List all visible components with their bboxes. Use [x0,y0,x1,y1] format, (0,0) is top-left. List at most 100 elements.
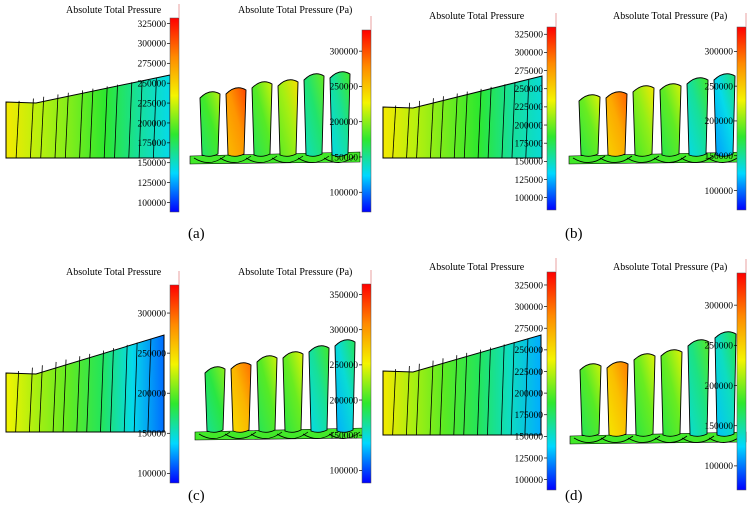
meridional-blade-edge [29,98,34,159]
meridional-passage [382,334,542,436]
blade-5 [303,73,325,157]
colorbar-tick-label: 100000 [138,470,167,480]
colorbar-tick-label: 225000 [515,368,544,378]
panel-d-blade-row-view [569,331,747,445]
meridional-blade-edge [147,339,152,433]
colorbar-tick-label: 225000 [515,103,544,113]
colorbar-tick-label: 200000 [705,117,734,127]
blade-platform [600,435,634,443]
panel-a-right-colorbar: 300000 250000 200000 150000 100000 [330,16,372,213]
colorbar-tick-label: 100000 [330,189,359,199]
blade-platform [681,435,715,443]
panel-d-graphic: 325000 300000 275000 250000 225000 200000 1750… [382,258,747,491]
blade-6 [329,71,351,157]
meridional-blade-edge [524,338,529,436]
panel-a-meridional-view [5,74,171,159]
colorbar-tick-label: 175000 [138,139,167,149]
meridional-blade-edge [406,102,410,159]
blade-platform [653,155,687,163]
panel-d-left-colorbar: 325000 300000 275000 250000 225000 200000 1750… [515,258,557,491]
blade-platform [276,431,309,439]
meridional-blade-edge [440,96,444,159]
blade-3 [251,81,273,157]
panel-b-right-colorbar: 300000 250000 200000 150000 100000 [705,13,747,211]
meridional-blade-edge [100,350,104,433]
blade-2 [605,91,628,157]
colorbar-tick-label: 100000 [705,187,734,197]
blade-2 [606,361,629,437]
panel-a-left-title: Absolute Total Pressure [66,5,162,16]
panel-d-right-colorbar: 300000 250000 200000 150000 100000 [705,259,747,491]
panel-b: 325000 300000 275000 250000 225000 200000 1750… [375,0,750,260]
blade-platform [572,155,606,163]
colorbar-right-strip [361,29,372,213]
meridional-blade-edge [511,82,516,159]
blade-5 [687,339,710,437]
colorbar-right-strip [736,26,747,211]
meridional-blade-edge [64,92,69,159]
meridional-blade-edge [76,356,81,433]
colorbar-tick-label: 100000 [330,467,359,477]
meridional-blade-edge [463,352,468,436]
panel-c-right-title: Absolute Total Pressure (Pa) [238,267,352,278]
colorbar-tick-label: 225000 [138,99,167,109]
blade-5 [308,345,330,433]
colorbar-tick-label: 250000 [138,79,167,89]
blade-platform [654,435,688,443]
colorbar-tick-label: 250000 [705,82,734,92]
colorbar-tick-label: 125000 [138,179,167,189]
meridional-blade-edge [133,342,138,433]
panel-b-blade-row-view [568,73,746,165]
colorbar-tick-label: 325000 [515,31,544,41]
panel-b-meridional-view [382,75,543,159]
panel-a-graphic: 325000 300000 275000 250000 225000 200000 1750… [5,4,372,213]
colorbar-tick-label: 200000 [705,382,734,392]
colorbar-tick-label: 300000 [705,48,734,58]
panel-b-left-title: Absolute Total Pressure [429,11,525,22]
colorbar-left-strip [169,17,180,213]
blade-platform [599,155,633,163]
panel-a: 325000 300000 275000 250000 225000 200000 1750… [0,0,375,260]
blade-platform [627,435,661,443]
colorbar-tick-label: 100000 [138,199,167,209]
panel-c-meridional-view [5,334,165,433]
blade-platform [271,155,304,163]
meridional-blade-edge [487,347,491,436]
blade-platform [573,435,607,443]
colorbar-tick-label: 325000 [515,281,544,291]
blade-4 [660,349,683,437]
colorbar-tick-label: 200000 [515,121,544,131]
colorbar-tick-label: 275000 [138,60,167,70]
colorbar-tick-label: 300000 [515,303,544,313]
meridional-blade-edge [487,86,492,159]
colorbar-right-strip [361,283,372,484]
colorbar-tick-label: 250000 [515,85,544,95]
blade-platform [193,155,226,163]
meridional-blade-edge [152,78,157,159]
blade-platform [224,431,257,439]
blade-platform [680,155,714,163]
meridional-blade-edge [86,353,91,433]
blade-3 [632,85,655,157]
panel-b-right-title: Absolute Total Pressure (Pa) [613,11,727,22]
panel-a-blade-row-view [189,71,361,165]
blade-platform [297,155,330,163]
meridional-blade-edge [429,360,434,436]
meridional-blade-edge [38,365,43,433]
colorbar-tick-label: 125000 [515,454,544,464]
panel-d-meridional-view [382,334,542,436]
blade-6 [713,73,736,157]
meridional-blade-edge [62,359,67,433]
colorbar-tick-label: 300000 [138,40,167,50]
colorbar-tick-label: 150000 [515,158,544,168]
panel-b-label: (b) [565,226,583,242]
colorbar-tick-label: 275000 [515,67,544,77]
blade-1 [578,94,601,157]
colorbar-tick-label: 150000 [138,159,167,169]
meridional-blade-edge [15,100,20,159]
meridional-blade-edge [453,355,458,436]
colorbar-tick-label: 100000 [515,194,544,204]
colorbar-tick-label: 125000 [515,176,544,186]
blade-6 [334,339,356,433]
